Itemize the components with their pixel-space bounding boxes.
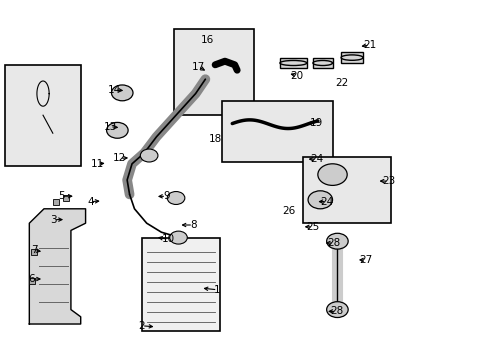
Text: 10: 10 [162,234,175,244]
Text: 4: 4 [87,197,94,207]
Circle shape [307,191,332,209]
Text: 13: 13 [103,122,117,132]
Text: 24: 24 [309,154,323,164]
Text: 27: 27 [358,255,372,265]
Text: 3: 3 [50,215,57,225]
Text: 23: 23 [381,176,395,186]
Text: 16: 16 [201,35,214,45]
Text: 12: 12 [113,153,126,163]
Bar [279,58,306,68]
Text: 7: 7 [31,245,38,255]
Circle shape [317,164,346,185]
Circle shape [167,192,184,204]
Bar [5,65,81,166]
Bar [341,52,362,63]
Text: 5: 5 [58,191,64,201]
Circle shape [140,149,158,162]
Text: 20: 20 [290,71,303,81]
Circle shape [111,85,133,101]
Circle shape [326,302,347,318]
Circle shape [106,122,128,138]
Text: 11: 11 [91,159,104,169]
Bar [142,238,220,331]
Ellipse shape [312,60,332,66]
Text: 17: 17 [191,62,204,72]
Ellipse shape [279,60,306,66]
Circle shape [326,233,347,249]
Text: 18: 18 [208,134,222,144]
Text: 6: 6 [28,274,35,284]
Text: 28: 28 [329,306,343,316]
Text: 19: 19 [309,118,323,128]
Bar [173,29,254,115]
Text: 21: 21 [362,40,376,50]
Text: 8: 8 [189,220,196,230]
Circle shape [169,231,187,244]
Text: 2: 2 [138,321,145,331]
Text: 24: 24 [319,197,333,207]
Bar [303,157,390,223]
Bar [222,101,332,162]
Text: 14: 14 [107,85,121,95]
Ellipse shape [340,55,362,60]
Polygon shape [29,209,85,324]
Text: 25: 25 [305,222,319,232]
Text: 22: 22 [335,78,348,88]
Text: 1: 1 [214,285,221,295]
Text: 26: 26 [281,206,295,216]
Text: 9: 9 [163,191,169,201]
Bar [312,58,332,68]
Text: 28: 28 [326,238,340,248]
